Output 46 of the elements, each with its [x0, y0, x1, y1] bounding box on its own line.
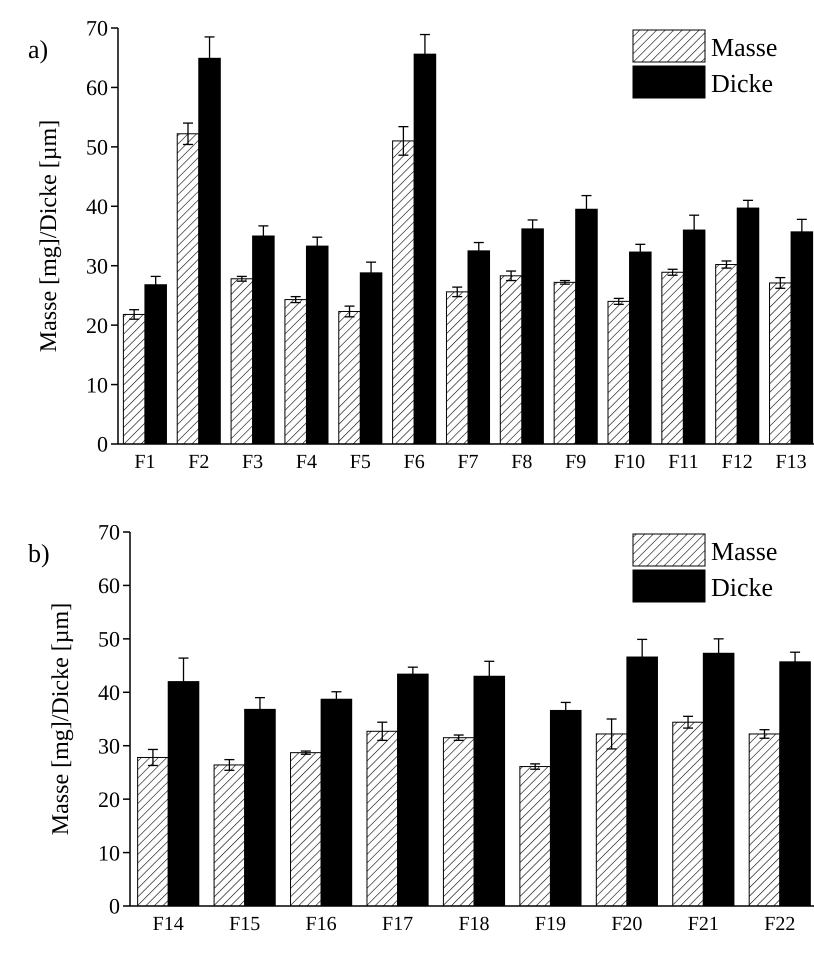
x-tick-label: F18 — [458, 913, 490, 935]
x-tick-label: F6 — [404, 451, 425, 473]
x-tick-label: F17 — [382, 913, 414, 935]
legend-label: Dicke — [711, 573, 774, 602]
x-tick-label: F19 — [534, 913, 566, 935]
x-tick-label: F8 — [511, 451, 532, 473]
y-tick-label: 60 — [98, 573, 120, 598]
x-tick-label: F20 — [611, 913, 642, 935]
chart-title: b) — [28, 539, 50, 568]
x-tick-label: F1 — [134, 451, 156, 473]
x-tick-label: F13 — [776, 451, 807, 473]
x-tick-label: F14 — [152, 913, 184, 935]
y-tick-label: 70 — [98, 520, 120, 545]
y-tick-label: 70 — [86, 16, 108, 41]
legend-label: Dicke — [711, 69, 774, 98]
y-tick-label: 20 — [86, 312, 108, 338]
x-tick-label: F9 — [565, 451, 586, 473]
y-tick-label: 20 — [98, 786, 120, 812]
x-tick-label: F16 — [306, 913, 337, 935]
legend-label: Masse — [711, 537, 778, 566]
x-tick-label: F3 — [242, 451, 264, 473]
y-axis-title: Masse [mg]/Dicke [µm] — [36, 120, 62, 352]
x-tick-label: F15 — [229, 913, 260, 935]
y-tick-label: 10 — [86, 372, 108, 398]
y-tick-label: 30 — [98, 733, 120, 758]
legend-label: Masse — [711, 33, 778, 62]
y-tick-label: 40 — [98, 680, 120, 705]
chart-title: a) — [28, 35, 48, 64]
y-tick-label: 60 — [86, 75, 108, 100]
x-tick-label: F10 — [614, 451, 646, 473]
y-tick-label: 0 — [97, 432, 108, 457]
x-tick-label: F7 — [457, 451, 479, 473]
x-tick-label: F12 — [722, 451, 753, 473]
x-tick-label: F11 — [668, 451, 699, 473]
x-tick-label: F22 — [764, 913, 796, 935]
y-tick-label: 40 — [86, 194, 108, 219]
x-tick-label: F4 — [296, 451, 318, 473]
x-tick-label: F21 — [688, 913, 719, 935]
y-tick-label: 10 — [98, 840, 120, 866]
y-tick-label: 30 — [86, 253, 108, 278]
y-axis-title: Masse [mg]/Dicke [µm] — [48, 602, 74, 836]
y-tick-label: 0 — [109, 894, 120, 919]
y-tick-label: 50 — [98, 626, 120, 652]
y-tick-label: 50 — [86, 134, 108, 160]
x-tick-label: F2 — [188, 451, 210, 473]
x-tick-label: F5 — [350, 451, 371, 473]
